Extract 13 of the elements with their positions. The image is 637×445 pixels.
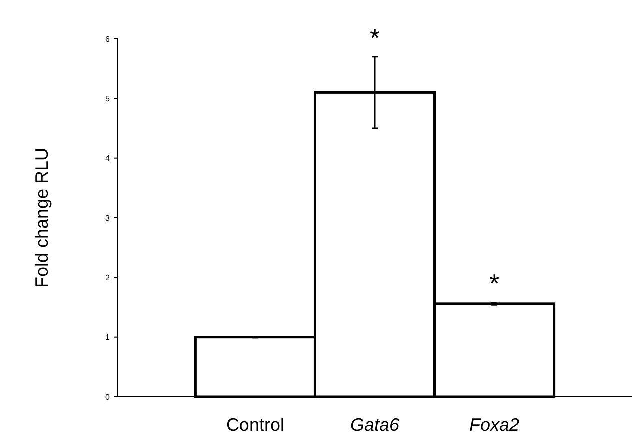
y-tick-label: 4 bbox=[106, 154, 111, 164]
annotation: * bbox=[370, 22, 380, 53]
y-axis-title: Fold change RLU bbox=[32, 148, 52, 288]
y-tick-label: 6 bbox=[106, 34, 111, 44]
x-tick-label: Control bbox=[226, 415, 284, 435]
y-tick-label: 5 bbox=[106, 94, 111, 104]
x-tick-label: Gata6 bbox=[350, 415, 400, 435]
y-tick-label: 2 bbox=[106, 273, 111, 282]
x-tick-label: Foxa2 bbox=[470, 415, 520, 435]
y-tick-label: 0 bbox=[106, 392, 111, 402]
annotation: * bbox=[489, 268, 500, 299]
y-tick-label: 1 bbox=[106, 333, 111, 342]
y-tick-label: 3 bbox=[106, 214, 111, 223]
